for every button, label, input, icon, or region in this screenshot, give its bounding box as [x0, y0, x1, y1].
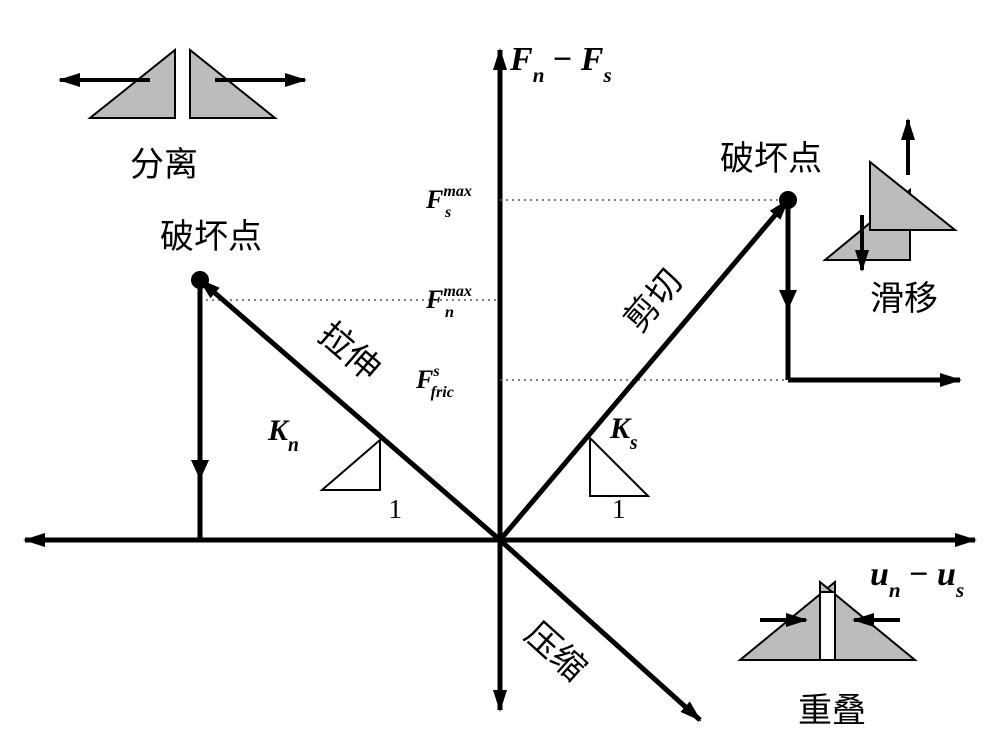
overlap-label: 重叠: [798, 693, 866, 730]
tension-break-dot: [191, 271, 209, 289]
shear-break-label: 破坏点: [720, 140, 822, 178]
tension-break-label: 破坏点: [160, 218, 262, 256]
ks-one: 1: [612, 494, 626, 524]
mechanics-diagram: 分离滑移重叠拉伸剪切压缩破坏点破坏点Kn1Ks1FmaxsFmaxnFsfric…: [0, 0, 1000, 743]
overlap-rect: [820, 592, 835, 660]
shear-break-dot: [779, 191, 797, 209]
slip-label: 滑移: [870, 280, 938, 318]
kn-one: 1: [389, 494, 403, 524]
separation-label: 分离: [130, 146, 198, 184]
